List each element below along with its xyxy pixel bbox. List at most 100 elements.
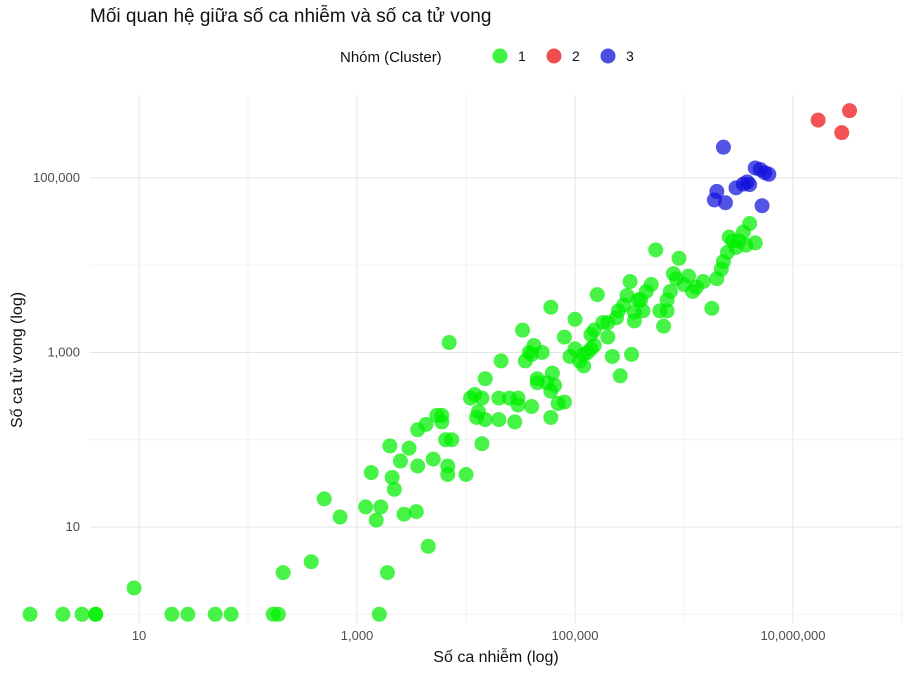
data-point-cluster-1 bbox=[477, 371, 493, 387]
data-point-cluster-1 bbox=[420, 538, 436, 554]
data-point-cluster-1 bbox=[275, 565, 291, 581]
data-point-cluster-1 bbox=[55, 606, 71, 622]
data-point-cluster-3 bbox=[709, 183, 725, 199]
data-point-cluster-1 bbox=[543, 409, 559, 425]
data-point-cluster-1 bbox=[643, 277, 659, 293]
data-point-cluster-1 bbox=[373, 499, 389, 515]
data-point-cluster-1 bbox=[474, 390, 490, 406]
x-axis-title: Số ca nhiễm (log) bbox=[433, 647, 558, 666]
data-point-cluster-2 bbox=[842, 103, 858, 119]
data-point-cluster-1 bbox=[368, 512, 384, 528]
data-point-cluster-1 bbox=[316, 491, 332, 507]
data-point-cluster-1 bbox=[556, 394, 572, 410]
data-point-cluster-1 bbox=[556, 329, 572, 345]
data-point-cluster-2 bbox=[810, 112, 826, 128]
data-point-cluster-3 bbox=[715, 139, 731, 155]
data-point-cluster-1 bbox=[408, 504, 424, 520]
data-point-cluster-1 bbox=[440, 458, 456, 474]
data-point-cluster-1 bbox=[534, 344, 550, 360]
data-point-cluster-1 bbox=[612, 368, 628, 384]
data-point-cluster-1 bbox=[363, 465, 379, 481]
x-tick-label: 10,000,000 bbox=[760, 628, 825, 643]
legend: Nhóm (Cluster) 1 2 3 bbox=[340, 48, 634, 66]
data-point-cluster-1 bbox=[164, 606, 180, 622]
y-tick-labels: 10 1,000 100,000 bbox=[33, 170, 80, 534]
data-point-cluster-1 bbox=[270, 606, 286, 622]
data-point-cluster-1 bbox=[371, 606, 387, 622]
legend-label-3: 3 bbox=[626, 48, 634, 64]
data-point-cluster-1 bbox=[379, 565, 395, 581]
data-point-cluster-1 bbox=[303, 554, 319, 570]
data-point-cluster-1 bbox=[604, 348, 620, 364]
data-point-cluster-1 bbox=[441, 335, 457, 351]
data-point-cluster-3 bbox=[742, 177, 758, 193]
data-point-cluster-1 bbox=[648, 242, 664, 258]
data-point-cluster-1 bbox=[491, 412, 507, 428]
data-point-cluster-1 bbox=[583, 341, 599, 357]
y-tick-label: 10 bbox=[66, 519, 80, 534]
data-point-cluster-1 bbox=[543, 299, 559, 315]
data-point-cluster-1 bbox=[223, 606, 239, 622]
data-point-cluster-1 bbox=[567, 311, 583, 327]
chart-title: Mối quan hệ giữa số ca nhiễm và số ca tử… bbox=[90, 5, 491, 27]
data-point-cluster-1 bbox=[358, 499, 374, 515]
data-point-cluster-1 bbox=[742, 216, 758, 232]
data-point-cluster-1 bbox=[401, 440, 417, 456]
data-point-cluster-1 bbox=[622, 274, 638, 290]
data-point-cluster-3 bbox=[717, 195, 733, 211]
data-point-cluster-1 bbox=[418, 416, 434, 432]
y-axis-title: Số ca tử vong (log) bbox=[9, 292, 26, 428]
data-point-cluster-1 bbox=[576, 358, 592, 374]
data-point-cluster-1 bbox=[491, 390, 507, 406]
data-point-cluster-1 bbox=[662, 283, 678, 299]
data-point-cluster-1 bbox=[624, 346, 640, 362]
data-point-cluster-1 bbox=[126, 580, 142, 596]
data-point-cluster-1 bbox=[524, 399, 540, 415]
legend-key-2 bbox=[546, 48, 562, 64]
data-point-cluster-3 bbox=[761, 166, 777, 182]
data-point-cluster-1 bbox=[507, 414, 523, 430]
data-point-cluster-1 bbox=[671, 250, 687, 266]
data-point-cluster-1 bbox=[747, 235, 763, 251]
data-point-cluster-1 bbox=[444, 432, 460, 448]
data-point-cluster-1 bbox=[392, 453, 408, 469]
x-tick-labels: 10 1,000 100,000 10,000,000 bbox=[132, 628, 826, 643]
legend-title: Nhóm (Cluster) bbox=[340, 49, 442, 66]
data-point-cluster-1 bbox=[547, 377, 563, 393]
y-tick-label: 1,000 bbox=[47, 344, 80, 359]
data-point-cluster-1 bbox=[425, 451, 441, 467]
data-point-cluster-1 bbox=[704, 300, 720, 316]
data-point-cluster-1 bbox=[22, 606, 38, 622]
data-point-cluster-1 bbox=[332, 509, 348, 525]
data-point-cluster-1 bbox=[659, 303, 675, 319]
data-point-cluster-1 bbox=[600, 329, 616, 345]
data-point-cluster-1 bbox=[656, 318, 672, 334]
data-point-cluster-3 bbox=[754, 198, 770, 214]
data-point-cluster-1 bbox=[695, 274, 711, 290]
data-point-cluster-1 bbox=[434, 407, 450, 423]
data-point-cluster-1 bbox=[386, 481, 402, 497]
data-point-cluster-2 bbox=[834, 125, 850, 141]
data-point-cluster-1 bbox=[207, 606, 223, 622]
data-point-cluster-1 bbox=[544, 365, 560, 381]
data-point-cluster-1 bbox=[410, 458, 426, 474]
x-tick-label: 1,000 bbox=[341, 628, 374, 643]
data-point-cluster-1 bbox=[477, 412, 493, 428]
legend-label-1: 1 bbox=[518, 48, 526, 64]
legend-label-2: 2 bbox=[572, 48, 580, 64]
data-point-cluster-1 bbox=[493, 353, 509, 369]
data-point-cluster-1 bbox=[681, 268, 697, 284]
data-point-cluster-1 bbox=[88, 606, 104, 622]
y-tick-label: 100,000 bbox=[33, 170, 80, 185]
data-point-cluster-1 bbox=[384, 469, 400, 485]
data-point-cluster-1 bbox=[474, 436, 490, 452]
legend-key-1 bbox=[492, 48, 508, 64]
x-tick-label: 10 bbox=[132, 628, 146, 643]
legend-key-3 bbox=[600, 48, 616, 64]
data-point-cluster-1 bbox=[458, 466, 474, 482]
data-point-cluster-1 bbox=[515, 322, 531, 338]
data-point-cluster-1 bbox=[589, 287, 605, 303]
x-tick-label: 100,000 bbox=[552, 628, 599, 643]
data-point-cluster-1 bbox=[74, 606, 90, 622]
